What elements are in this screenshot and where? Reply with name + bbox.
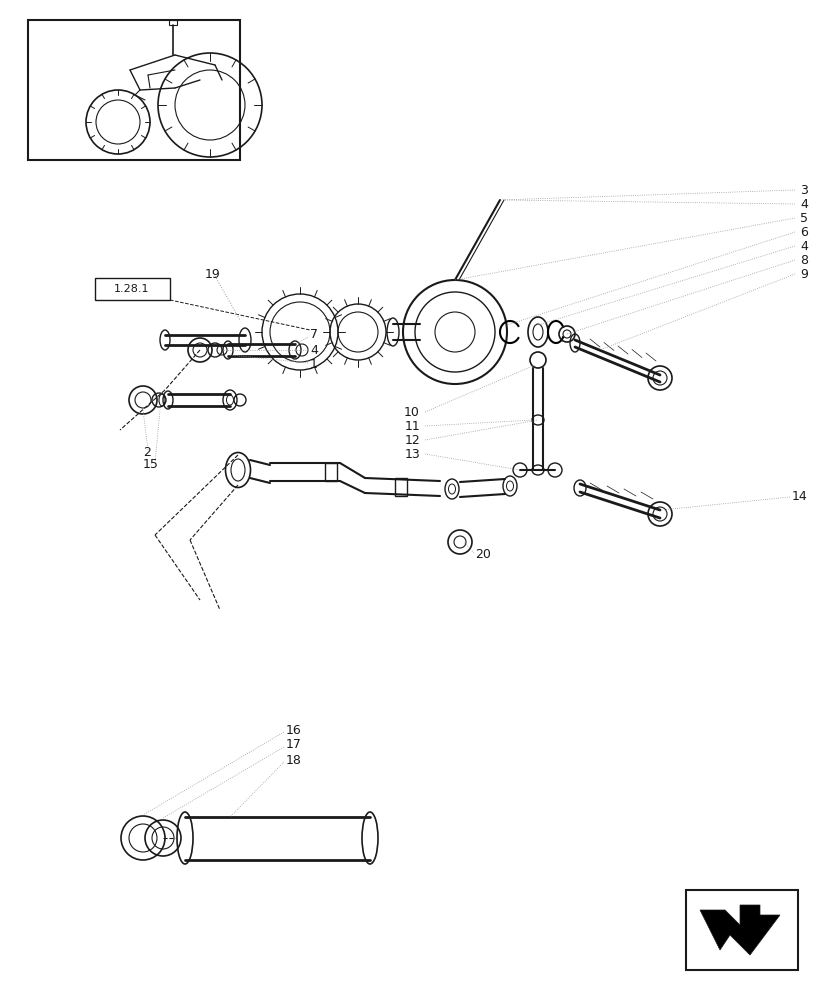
Text: 17: 17 (285, 738, 302, 752)
Text: 6: 6 (799, 226, 807, 239)
Bar (28, 20, 240, 160)
Text: 4: 4 (799, 198, 807, 211)
Bar (325, 463, 337, 481)
Text: 1.28.1: 1.28.1 (114, 284, 150, 294)
Polygon shape (699, 905, 779, 955)
Text: 15: 15 (143, 458, 159, 472)
Bar (394, 478, 407, 496)
Text: 9: 9 (799, 267, 807, 280)
Text: 3: 3 (799, 184, 807, 197)
Text: 4: 4 (309, 344, 318, 357)
Text: 12: 12 (404, 434, 419, 446)
Text: 7: 7 (309, 328, 318, 342)
Text: 16: 16 (285, 723, 301, 736)
Bar (686, 890, 797, 970)
Text: 1: 1 (309, 359, 318, 371)
Text: 20: 20 (475, 548, 490, 562)
Text: 18: 18 (285, 754, 302, 766)
Text: 11: 11 (404, 420, 419, 432)
Text: 4: 4 (799, 239, 807, 252)
Bar (95, 278, 170, 300)
Text: 14: 14 (791, 490, 807, 504)
Bar (169, 20, 177, 25)
Text: 2: 2 (143, 446, 151, 458)
Text: 10: 10 (404, 406, 419, 418)
Text: 5: 5 (799, 212, 807, 225)
Text: 19: 19 (205, 267, 221, 280)
Text: 8: 8 (799, 253, 807, 266)
Text: 13: 13 (404, 448, 419, 460)
